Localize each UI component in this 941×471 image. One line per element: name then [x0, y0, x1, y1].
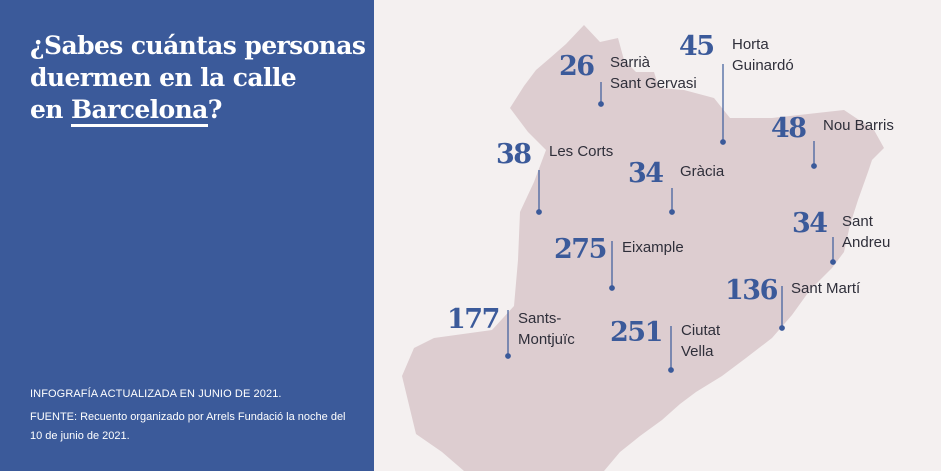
district-label-ciutat-vella: Ciutat Vella — [681, 320, 720, 362]
leader-dot-ciutat-vella — [668, 367, 674, 373]
leader-dot-eixample — [609, 285, 615, 291]
district-label-sants: Sants- Montjuïc — [518, 308, 575, 350]
district-label-sarria: Sarrià Sant Gervasi — [610, 52, 697, 94]
district-count-nou-barris: 48 — [771, 113, 807, 144]
district-count-sant-andreu: 34 — [792, 208, 828, 239]
district-label-sants-line1: Sants- — [518, 310, 562, 327]
district-label-horta-line1: Horta — [732, 36, 769, 53]
district-label-sant-andreu: Sant Andreu — [842, 211, 890, 253]
leader-dot-les-corts — [536, 209, 542, 215]
leader-dot-nou-barris — [811, 163, 817, 169]
district-label-eixample-line1: Eixample — [622, 239, 684, 256]
district-label-horta-line2: Guinardó — [732, 57, 794, 74]
district-count-eixample: 275 — [554, 234, 607, 265]
district-count-gracia: 34 — [628, 158, 664, 189]
leader-dot-sant-marti — [779, 325, 785, 331]
district-label-sants-line2: Montjuïc — [518, 331, 575, 348]
district-label-ciutat-vella-line1: Ciutat — [681, 322, 721, 339]
map-panel: 26 Sarrià Sant Gervasi 45 Horta Guinardó… — [374, 0, 941, 471]
leader-dot-sants — [505, 353, 511, 359]
district-label-les-corts: Les Corts — [549, 141, 613, 162]
district-count-sarria: 26 — [559, 51, 595, 82]
leader-lines — [505, 64, 836, 373]
update-note: INFOGRAFÍA ACTUALIZADA EN JUNIO DE 2021. — [30, 388, 282, 400]
district-count-les-corts: 38 — [496, 139, 532, 170]
district-count-ciutat-vella: 251 — [610, 317, 663, 348]
district-label-sant-andreu-line2: Andreu — [842, 234, 891, 251]
district-label-sant-marti: Sant Martí — [791, 278, 860, 299]
district-label-sarria-line1: Sarrià — [610, 54, 651, 71]
district-count-sants: 177 — [447, 304, 500, 335]
district-label-horta: Horta Guinardó — [732, 34, 794, 76]
title-highlight-city: Barcelona — [71, 95, 208, 127]
title-line-2: duermen en la calle — [30, 63, 297, 92]
title-panel: ¿Sabes cuántas personas duermen en la ca… — [0, 0, 374, 471]
district-label-nou-barris-line1: Nou Barris — [823, 117, 894, 134]
title-line-3-prefix: en — [30, 95, 63, 124]
leader-dot-sarria — [598, 101, 604, 107]
title-line-3: en Barcelona? — [30, 94, 370, 127]
district-label-sarria-line2: Sant Gervasi — [610, 75, 697, 92]
district-label-eixample: Eixample — [622, 237, 684, 258]
district-label-sant-marti-line1: Sant Martí — [791, 280, 861, 297]
district-label-les-corts-line1: Les Corts — [549, 143, 614, 160]
source-note: FUENTE: Recuento organizado por Arrels F… — [30, 411, 346, 442]
district-label-gracia-line1: Gràcia — [680, 163, 725, 180]
district-label-sant-andreu-line1: Sant — [842, 213, 873, 230]
district-label-ciutat-vella-line2: Vella — [681, 343, 714, 360]
leader-dot-gracia — [669, 209, 675, 215]
city-shape — [402, 25, 884, 471]
title-line-1: ¿Sabes cuántas personas — [30, 31, 366, 60]
district-label-nou-barris: Nou Barris — [823, 115, 894, 136]
page-title: ¿Sabes cuántas personas duermen en la ca… — [30, 30, 370, 127]
district-label-gracia: Gràcia — [680, 161, 724, 182]
title-line-3-suffix: ? — [207, 95, 223, 124]
district-count-horta: 45 — [679, 31, 715, 62]
leader-dot-horta — [720, 139, 726, 145]
district-count-sant-marti: 136 — [725, 275, 778, 306]
leader-dot-sant-andreu — [830, 259, 836, 265]
barcelona-map — [402, 25, 884, 471]
